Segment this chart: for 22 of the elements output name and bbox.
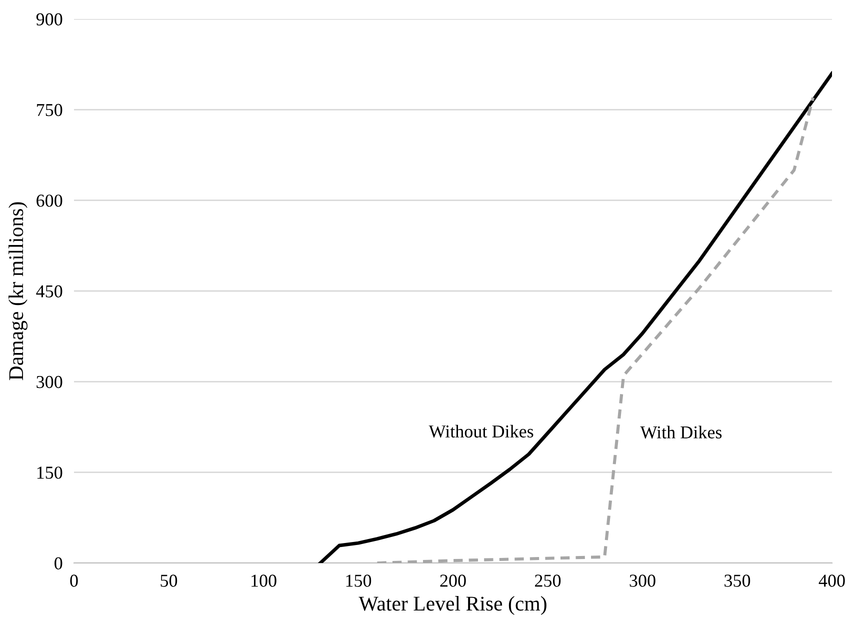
x-tick-label: 350 xyxy=(724,574,750,587)
y-tick-label: 750 xyxy=(36,104,62,116)
x-tick-label: 400 xyxy=(818,574,845,587)
x-axis-title: Water Level Rise (cm) xyxy=(358,596,546,615)
y-tick-label: 300 xyxy=(36,376,62,388)
line-series xyxy=(318,72,832,563)
x-tick-label: 200 xyxy=(440,574,466,587)
y-tick-label: 450 xyxy=(36,285,62,298)
series-label: With Dikes xyxy=(640,426,722,439)
x-tick-label: 150 xyxy=(346,574,372,587)
x-tick-label: 250 xyxy=(535,574,561,587)
y-axis-title: Damage (kr millions) xyxy=(8,202,28,380)
y-tick-label: 150 xyxy=(37,466,62,479)
line-series xyxy=(376,96,815,563)
y-tick-label: 900 xyxy=(36,13,62,26)
x-tick-label: 50 xyxy=(160,574,178,587)
y-tick-label: 600 xyxy=(36,194,62,207)
y-tick-label: 0 xyxy=(54,557,62,570)
x-tick-label: 300 xyxy=(630,574,656,587)
x-tick-label: 100 xyxy=(252,574,276,587)
x-tick-label: 0 xyxy=(70,574,78,587)
series-label: Without Dikes xyxy=(428,424,534,438)
